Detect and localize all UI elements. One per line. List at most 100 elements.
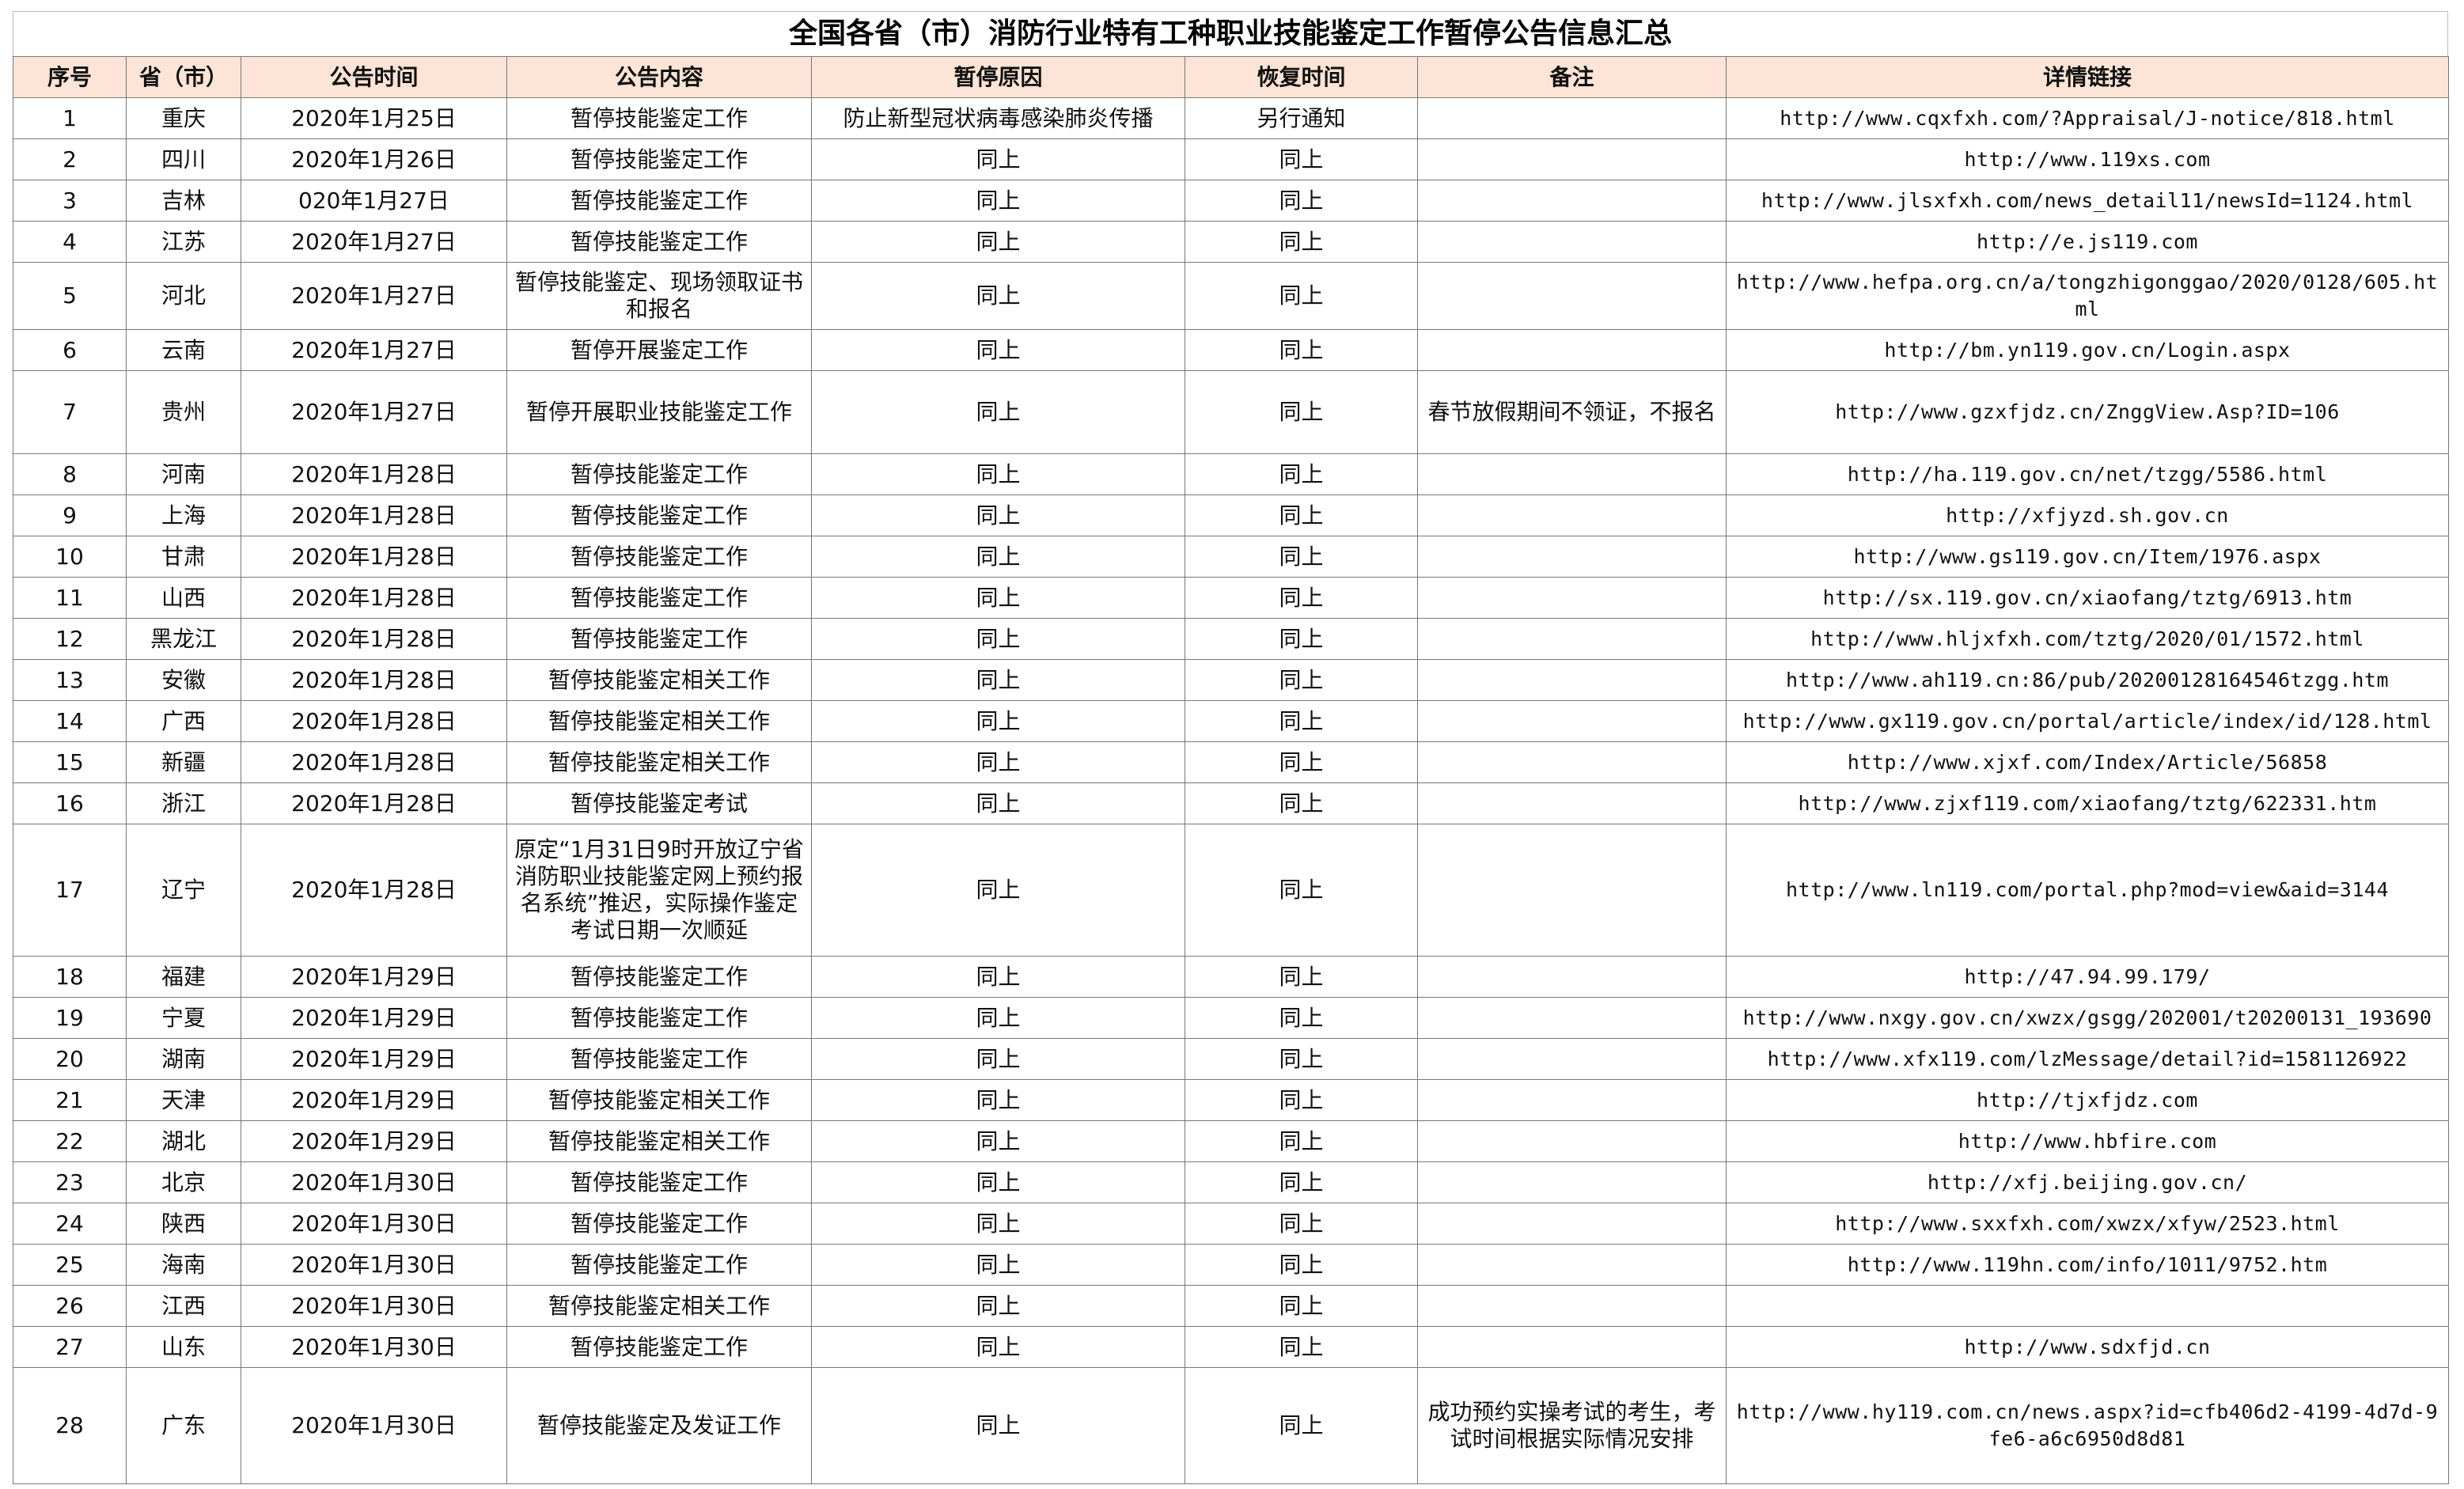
- cell-text: 25: [55, 1251, 84, 1278]
- cell-text: http://www.gx119.gov.cn/portal/article/i…: [1742, 709, 2432, 733]
- cell-text: 贵州: [161, 399, 206, 425]
- table-cell: 4: [13, 221, 127, 263]
- link-cell: http://tjxfjdz.com: [1726, 1079, 2449, 1121]
- cell-text: 云南: [161, 336, 206, 363]
- cell-text: 防止新型冠状病毒感染肺炎传播: [843, 104, 1154, 131]
- cell-text: 同上: [976, 1412, 1021, 1438]
- cell-text: 同上: [976, 399, 1021, 425]
- table-cell: 17: [13, 824, 127, 957]
- cell-text: 9: [63, 502, 77, 529]
- table-cell: 山西: [126, 577, 241, 619]
- table-row: 11 山西 2020年1月28日 暂停技能鉴定工作 同上 同上 http://sx.119.…: [13, 577, 2449, 619]
- table-cell: 2020年1月29日: [241, 1120, 507, 1162]
- cell-text: 同上: [976, 543, 1021, 570]
- table-cell: 暂停技能鉴定工作: [506, 1203, 812, 1245]
- table-cell: 24: [13, 1203, 127, 1245]
- cell-text: 同上: [1279, 282, 1324, 309]
- table-cell: 暂停技能鉴定工作: [506, 1244, 812, 1286]
- table-cell: [1417, 329, 1727, 371]
- header-cell: 公告内容: [506, 56, 812, 98]
- table-cell: 11: [13, 577, 127, 619]
- cell-text: 2020年1月30日: [291, 1169, 457, 1195]
- table-cell: [1417, 221, 1727, 263]
- cell-text: 2020年1月28日: [291, 790, 457, 816]
- cell-text: 2020年1月30日: [291, 1412, 457, 1438]
- table-row: 26 江西 2020年1月30日 暂停技能鉴定相关工作 同上 同上: [13, 1285, 2449, 1327]
- table-cell: 2020年1月27日: [241, 370, 507, 454]
- cell-text: 暂停技能鉴定工作: [570, 1045, 748, 1072]
- cell-text: 暂停技能鉴定工作: [570, 146, 748, 172]
- cell-text: 1: [63, 104, 77, 131]
- table-cell: 2020年1月29日: [241, 956, 507, 998]
- table-cell: 12: [13, 618, 127, 660]
- cell-text: 3: [63, 187, 77, 214]
- table-cell: 同上: [811, 494, 1185, 536]
- table-cell: [1417, 824, 1727, 957]
- table-cell: 湖南: [126, 1038, 241, 1080]
- table-cell: [1417, 1038, 1727, 1080]
- table-cell: [1417, 782, 1727, 824]
- cell-text: 2020年1月27日: [291, 282, 457, 309]
- link-cell: http://www.sdxfjd.cn: [1726, 1326, 2449, 1368]
- link-cell: http://xfj.beijing.gov.cn/: [1726, 1161, 2449, 1203]
- table-cell: 2020年1月28日: [241, 453, 507, 495]
- table-cell: 暂停技能鉴定工作: [506, 536, 812, 578]
- table-cell: 同上: [1185, 577, 1418, 619]
- table-cell: 10: [13, 536, 127, 578]
- cell-text: 同上: [1279, 748, 1324, 775]
- table-cell: [1417, 97, 1727, 139]
- cell-text: 同上: [1279, 1412, 1324, 1438]
- table-cell: 16: [13, 782, 127, 824]
- table-cell: 同上: [1185, 659, 1418, 701]
- table-cell: 暂停技能鉴定工作: [506, 997, 812, 1039]
- cell-text: 2020年1月28日: [291, 748, 457, 775]
- table-cell: 河南: [126, 453, 241, 495]
- link-cell: http://www.gx119.gov.cn/portal/article/i…: [1726, 700, 2449, 742]
- table-cell: 暂停技能鉴定工作: [506, 1326, 812, 1368]
- cell-text: 同上: [1279, 1210, 1324, 1237]
- table-cell: 2020年1月29日: [241, 1038, 507, 1080]
- table-cell: 9: [13, 494, 127, 536]
- link-cell: http://www.ln119.com/portal.php?mod=view…: [1726, 824, 2449, 957]
- cell-text: 暂停技能鉴定相关工作: [548, 1086, 770, 1113]
- cell-text: 2020年1月30日: [291, 1251, 457, 1278]
- cell-text: 甘肃: [161, 543, 206, 570]
- table-cell: 同上: [811, 138, 1185, 180]
- table-cell: 成功预约实操考试的考生，考试时间根据实际情况安排: [1417, 1367, 1727, 1484]
- cell-text: 暂停技能鉴定工作: [570, 1004, 748, 1031]
- cell-text: 同上: [1279, 1004, 1324, 1031]
- table-cell: 暂停开展鉴定工作: [506, 329, 812, 371]
- link-cell: http://www.sxxfxh.com/xwzx/xfyw/2523.htm…: [1726, 1203, 2449, 1245]
- table-cell: 同上: [1185, 329, 1418, 371]
- cell-text: 2020年1月29日: [291, 1127, 457, 1154]
- cell-text: 暂停技能鉴定工作: [570, 228, 748, 255]
- cell-text: 暂停技能鉴定工作: [570, 502, 748, 529]
- cell-text: 7: [63, 399, 77, 425]
- table-cell: 暂停技能鉴定及发证工作: [506, 1367, 812, 1484]
- cell-text: 暂停技能鉴定工作: [570, 543, 748, 570]
- cell-text: 吉林: [161, 187, 206, 214]
- cell-text: 同上: [976, 460, 1021, 487]
- table-cell: 1: [13, 97, 127, 139]
- table-row: 13 安徽 2020年1月28日 暂停技能鉴定相关工作 同上 同上 http://www.a…: [13, 659, 2449, 701]
- table-cell: 2020年1月25日: [241, 97, 507, 139]
- table-cell: 25: [13, 1244, 127, 1286]
- table-cell: 安徽: [126, 659, 241, 701]
- cell-text: 2020年1月30日: [291, 1333, 457, 1360]
- table-cell: [1417, 577, 1727, 619]
- table-cell: 暂停技能鉴定工作: [506, 138, 812, 180]
- table-cell: [1417, 1244, 1727, 1286]
- table-cell: 同上: [811, 1038, 1185, 1080]
- table-cell: 28: [13, 1367, 127, 1484]
- table-cell: 13: [13, 659, 127, 701]
- cell-text: 暂停技能鉴定相关工作: [548, 707, 770, 734]
- table-cell: 2020年1月27日: [241, 221, 507, 263]
- link-cell: http://www.nxgy.gov.cn/xwzx/gsgg/202001/…: [1726, 997, 2449, 1039]
- cell-text: 黑龙江: [150, 625, 217, 652]
- cell-text: 同上: [1279, 1127, 1324, 1154]
- table-cell: 同上: [1185, 180, 1418, 222]
- table-cell: 2020年1月28日: [241, 824, 507, 957]
- table-cell: [1417, 1079, 1727, 1121]
- table-row: 20 湖南 2020年1月29日 暂停技能鉴定工作 同上 同上 http://www.xfx…: [13, 1038, 2449, 1080]
- cell-text: 四川: [161, 146, 206, 172]
